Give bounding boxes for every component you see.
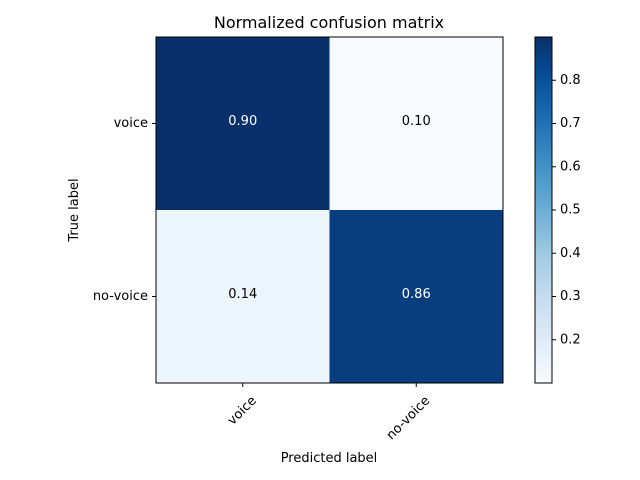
- y-tick-label: no-voice: [93, 289, 148, 304]
- cell-value-label: 0.86: [402, 287, 431, 302]
- colorbar-ticks: 0.2 0.3 0.4 0.5 0.6 0.7 0.8: [552, 73, 581, 347]
- colorbar-tick-label: 0.5: [560, 203, 581, 218]
- x-tick-label: no-voice: [384, 393, 434, 443]
- y-axis-label: True label: [67, 178, 82, 242]
- heatmap-cell: [329, 210, 503, 383]
- colorbar-tick-label: 0.4: [560, 246, 581, 261]
- heatmap-cell-labels: 0.90 0.10 0.14 0.86: [228, 114, 430, 302]
- colorbar: [534, 36, 553, 384]
- colorbar-tick-label: 0.6: [560, 159, 581, 174]
- x-axis-label: Predicted label: [281, 451, 378, 466]
- y-tick-label: voice: [114, 116, 148, 131]
- cell-value-label: 0.14: [228, 287, 257, 302]
- heatmap-cell: [329, 37, 503, 210]
- colorbar-tick-label: 0.2: [560, 332, 581, 347]
- cell-value-label: 0.10: [402, 114, 431, 129]
- heatmap-cells: [156, 37, 503, 383]
- cell-value-label: 0.90: [228, 114, 257, 129]
- colorbar-tick-label: 0.8: [560, 73, 581, 88]
- x-axis-ticks: voice no-voice: [225, 383, 433, 443]
- x-tick-label: voice: [225, 393, 260, 428]
- colorbar-tick-label: 0.7: [560, 116, 581, 131]
- plot-frame: [155, 36, 504, 384]
- heatmap-cell: [156, 37, 330, 210]
- chart-title: Normalized confusion matrix: [214, 13, 444, 32]
- heatmap-cell: [156, 210, 330, 383]
- y-axis-ticks: voice no-voice: [93, 116, 156, 304]
- colorbar-tick-label: 0.3: [560, 289, 581, 304]
